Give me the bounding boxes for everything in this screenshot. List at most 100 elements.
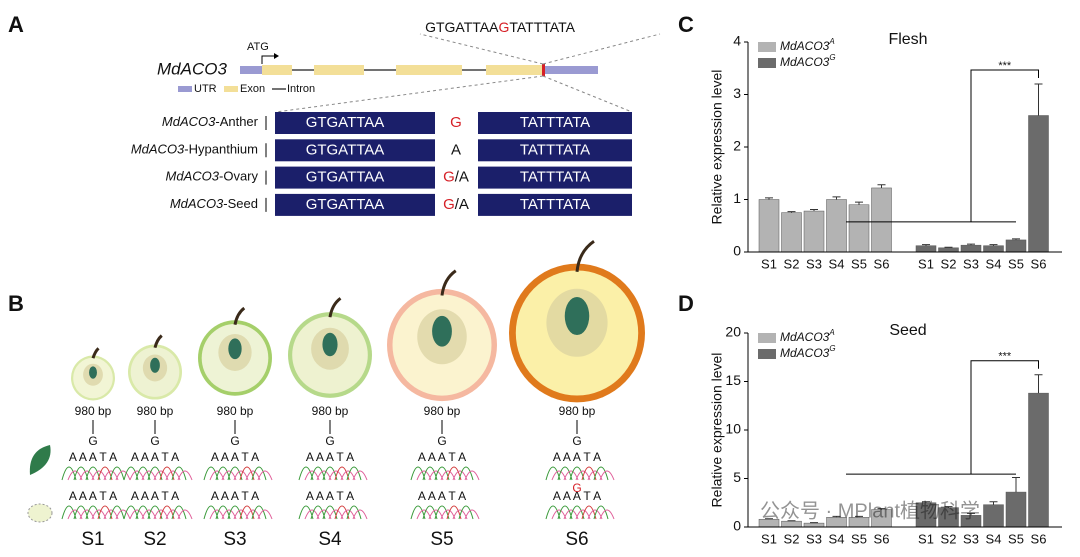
bar: [781, 212, 802, 253]
sequence-box: [275, 166, 435, 189]
legend-swatch: [758, 333, 776, 343]
x-tick-label: S5: [851, 256, 867, 271]
trace-label: A A A T A: [553, 450, 601, 464]
stage-label: S5: [430, 529, 453, 550]
sequence-snp: G: [498, 19, 509, 35]
x-tick-label: S2: [784, 531, 800, 546]
panel-label: D: [678, 291, 694, 316]
legend-name: MdACO3: [780, 330, 830, 344]
amplicon-label: 980 bp: [424, 404, 461, 418]
bar: [871, 187, 892, 253]
error-bar: [944, 506, 953, 508]
watermark: 公众号 · MPlant植物科学: [760, 499, 980, 522]
fruit-stem: [440, 269, 457, 296]
error-bar: [922, 501, 930, 503]
chromatogram-peak: [177, 509, 193, 520]
snp-sequence: GTGATTAAGTATTTATA: [425, 19, 576, 35]
sequence-box: [275, 139, 435, 162]
legend-label: Exon: [240, 83, 265, 95]
error-bar: [1012, 238, 1020, 240]
x-tick-label: S4: [829, 256, 845, 271]
charts: 0 1 2 3 4 Relative expression level Flesh S1 S2 S…: [709, 31, 1062, 546]
x-tick-label: S4: [829, 531, 845, 546]
chromatogram-peak: [171, 505, 187, 520]
error-bar: [877, 184, 886, 188]
trace-label: A A A T A: [553, 489, 601, 503]
x-tick-label: S1: [918, 256, 934, 271]
snp-label: G: [88, 434, 97, 448]
stage-label: S1: [81, 529, 104, 550]
allele: G: [450, 114, 462, 131]
bar: [983, 504, 1004, 528]
x-tick-label: S6: [874, 531, 890, 546]
significance-label: ***: [998, 60, 1012, 72]
bar: [1028, 115, 1049, 253]
y-tick-label: 3: [733, 85, 741, 101]
sequence-left: GTGATTAA: [306, 114, 385, 131]
amplicon-label: 980 bp: [75, 404, 112, 418]
sequence-box: [478, 139, 632, 162]
y-tick-label: 2: [733, 138, 741, 154]
bar: [826, 199, 847, 253]
stage-label: S6: [565, 529, 588, 550]
row-label: MdACO3-Hypanthium: [131, 142, 258, 157]
amplicon-label: 980 bp: [312, 404, 349, 418]
fruit-stem: [575, 239, 595, 272]
legend-name: MdACO3: [780, 39, 830, 53]
trace-label: A A A T A: [131, 450, 179, 464]
error-bar: [922, 244, 930, 246]
sequence-box: [478, 112, 632, 134]
x-tick-label: S5: [1008, 256, 1024, 271]
bar: [848, 204, 870, 253]
x-tick-label: S6: [1031, 531, 1047, 546]
chromatogram-peak: [251, 466, 267, 481]
chromatogram-peak: [346, 466, 362, 481]
sequence-right: TATTTATA: [520, 141, 590, 158]
trace-label: A A A T A: [69, 489, 117, 503]
legend-label: Intron: [287, 83, 315, 95]
gene-model: [178, 33, 661, 113]
bar: [1005, 491, 1027, 528]
row-label: MdACO3-Ovary: [166, 169, 259, 184]
x-tick-label: S3: [806, 531, 822, 546]
fruit-stem: [91, 347, 100, 359]
fruit-stem: [233, 306, 246, 325]
amplicon-label: 980 bp: [559, 404, 596, 418]
sequence-part: GTGATTAA: [425, 19, 499, 35]
x-tick-label: S5: [851, 531, 867, 546]
legend-swatch: [758, 42, 776, 52]
sequence-box: [275, 112, 435, 134]
sequence-left: GTGATTAA: [306, 169, 385, 186]
panel-label: C: [678, 12, 694, 37]
legend-superscript: A: [828, 328, 834, 337]
chromatogram-peak: [115, 470, 131, 481]
stage-label: S4: [318, 529, 342, 550]
bar: [1028, 392, 1049, 528]
x-tick-label: S1: [761, 531, 777, 546]
trace-label: A A A T A: [418, 450, 466, 464]
allele: G/A: [443, 169, 469, 186]
sequence-right: TATTTATA: [520, 196, 590, 213]
allele: A: [451, 141, 461, 158]
legend-label: MdACO3A: [780, 328, 835, 344]
sequence-left: GTGATTAA: [306, 196, 385, 213]
chart-title: Flesh: [888, 31, 927, 48]
error-bar: [967, 512, 975, 516]
gene-name: MdACO3: [157, 59, 227, 78]
error-bar: [967, 243, 975, 246]
x-tick-label: S2: [784, 256, 800, 271]
sequence-left: GTGATTAA: [306, 141, 385, 158]
bar: [1005, 239, 1027, 253]
sequence-right: TATTTATA: [520, 169, 590, 186]
y-axis-label: Relative expression level: [709, 70, 725, 225]
x-tick-label: S5: [1008, 531, 1024, 546]
y-tick-label: 4: [733, 33, 741, 49]
legend-swatch: [758, 58, 776, 68]
bar: [960, 244, 982, 253]
bar: [803, 210, 825, 253]
trace-label: A A A T A: [211, 489, 259, 503]
snp-label: G: [325, 434, 334, 448]
fruit-seeds: [150, 357, 160, 373]
chromatogram-peak: [257, 509, 273, 520]
chromatogram-peak: [115, 509, 131, 520]
